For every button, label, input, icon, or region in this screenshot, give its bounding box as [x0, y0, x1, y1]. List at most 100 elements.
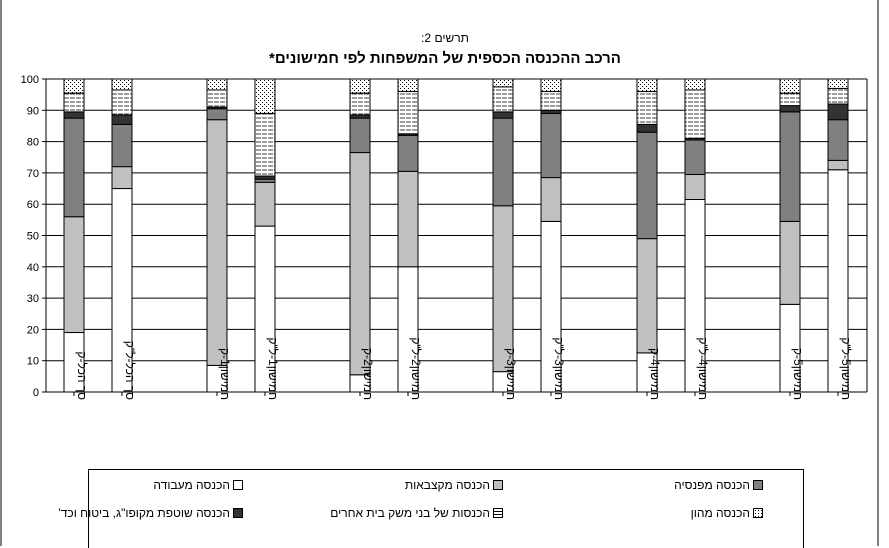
y-tick-label: 0 — [33, 387, 39, 399]
bar-segment — [540, 177, 562, 222]
gridlines — [46, 78, 867, 393]
bar-segment — [63, 92, 85, 113]
x-tick-label: חמישון1-ק — [218, 348, 232, 400]
x-axis-labels: סך הכל-ק סך הכל-ל"ק חמישון1-ק חמישון1-ל"ק חמ… — [73, 337, 853, 400]
y-tick-label: 80 — [27, 137, 39, 149]
bar-segment — [254, 112, 276, 177]
bar-segment — [492, 111, 514, 119]
legend-label: הכנסה מקצבאות — [404, 478, 490, 492]
bar-segment — [206, 119, 228, 366]
legend-swatch — [753, 480, 763, 490]
bar-segment — [540, 91, 562, 111]
bar-segment — [206, 108, 228, 121]
bar-segment — [636, 238, 658, 354]
x-tick-label: חמישון5-ק — [791, 348, 805, 400]
bar-segment — [540, 112, 562, 179]
x-tick-label: סך הכל-ל"ק — [123, 341, 137, 400]
bar-segment — [111, 78, 133, 91]
x-tick-label: סך הכל-ק — [75, 351, 89, 400]
bar-segment — [349, 92, 371, 116]
bar-segment — [349, 78, 371, 94]
bar-segment — [492, 117, 514, 207]
bar-segment — [779, 111, 801, 222]
legend-label: הכנסה מפנסיה — [674, 478, 750, 492]
bar-segment — [254, 181, 276, 227]
y-tick-label: 100 — [21, 74, 39, 86]
legend-item: הכנסה שוטפת מקופו"ג, ביטוח וכד' — [58, 506, 243, 520]
bar-segment — [397, 170, 419, 268]
bar-segment — [779, 220, 801, 305]
y-tick-label: 20 — [27, 324, 39, 336]
bar-segment — [684, 173, 706, 201]
legend-item: הכנסות של בני משק בית אחרים — [330, 506, 503, 520]
bar-segment — [63, 117, 85, 218]
y-axis: 0 10 20 30 40 50 60 70 80 90 100 — [21, 74, 868, 399]
legend-label: הכנסה שוטפת מקופו"ג, ביטוח וכד' — [58, 506, 230, 520]
legend-item: הכנסה מפנסיה — [674, 478, 763, 492]
bar-segment — [111, 166, 133, 190]
bar-segment — [827, 159, 849, 171]
bar-segment — [684, 139, 706, 175]
legend-item: הכנסה מקצבאות — [405, 478, 503, 492]
bar-segment — [827, 103, 849, 121]
x-tick-label: חמישון1-ל"ק — [266, 337, 280, 400]
x-tick-label: חמישון2-ל"ק — [409, 337, 423, 400]
y-tick-label: 60 — [27, 199, 39, 211]
bar-segment — [397, 91, 419, 135]
bar-segment — [779, 92, 801, 107]
bar-segment — [111, 89, 133, 116]
bar-segment — [397, 78, 419, 93]
bar-segment — [492, 205, 514, 373]
legend-swatch — [233, 508, 243, 518]
legend-swatch — [233, 480, 243, 490]
bar-segment — [636, 78, 658, 93]
legend-swatch — [493, 508, 503, 518]
bar-segment — [684, 89, 706, 139]
legend: הכנסה מעבודה הכנסה מקצבאות הכנסה מפנסיה הכנ… — [58, 469, 804, 548]
bar-segment — [254, 78, 276, 114]
bar-segment — [827, 78, 849, 89]
bar-segment — [540, 78, 562, 93]
bar-segment — [63, 216, 85, 334]
legend-swatch — [493, 480, 503, 490]
bar-segment — [63, 111, 85, 119]
bars — [63, 78, 849, 393]
legend-label: הכנסה מעבודה — [153, 478, 230, 492]
chart-subtitle: תרשים 2: — [421, 31, 469, 45]
bar-segment — [206, 89, 228, 108]
legend-item: הכנסה מהון — [691, 506, 763, 520]
y-tick-label: 50 — [27, 231, 39, 243]
legend-swatch — [753, 508, 763, 518]
bar-segment — [827, 87, 849, 105]
bar-segment — [63, 78, 85, 94]
bar-segment — [779, 105, 801, 113]
x-tick-label: חמישון5-ל"ק — [839, 337, 853, 400]
bar-segment — [492, 86, 514, 113]
y-tick-label: 30 — [27, 293, 39, 305]
legend-item: הכנסה מעבודה — [153, 478, 243, 492]
x-tick-label: חמישון3-ק — [504, 348, 518, 400]
x-tick-label: חמישון4-ל"ק — [696, 337, 710, 400]
legend-label: הכנסה מהון — [690, 506, 750, 520]
bar-segment — [349, 117, 371, 154]
bar-segment — [492, 78, 514, 88]
bar-segment — [636, 131, 658, 240]
bar-segment — [779, 78, 801, 94]
bar-segment — [636, 91, 658, 125]
x-tick-label: חמישון2-ק — [361, 348, 375, 400]
x-tick-label: חמישון4-ק — [648, 348, 662, 400]
bar-segment — [636, 123, 658, 133]
chart-title: הרכב ההכנסה הכספית של המשפחות לפי חמישונ… — [269, 50, 621, 67]
bar-segment — [349, 152, 371, 376]
y-tick-label: 90 — [27, 105, 39, 117]
legend-label: הכנסות של בני משק בית אחרים — [330, 506, 490, 520]
bar-segment — [684, 78, 706, 91]
y-tick-label: 10 — [27, 356, 39, 368]
bar-segment — [206, 78, 228, 91]
bar-segment — [397, 134, 419, 172]
bar-segment — [111, 123, 133, 168]
y-tick-label: 70 — [27, 168, 39, 180]
bar-segment — [111, 114, 133, 125]
